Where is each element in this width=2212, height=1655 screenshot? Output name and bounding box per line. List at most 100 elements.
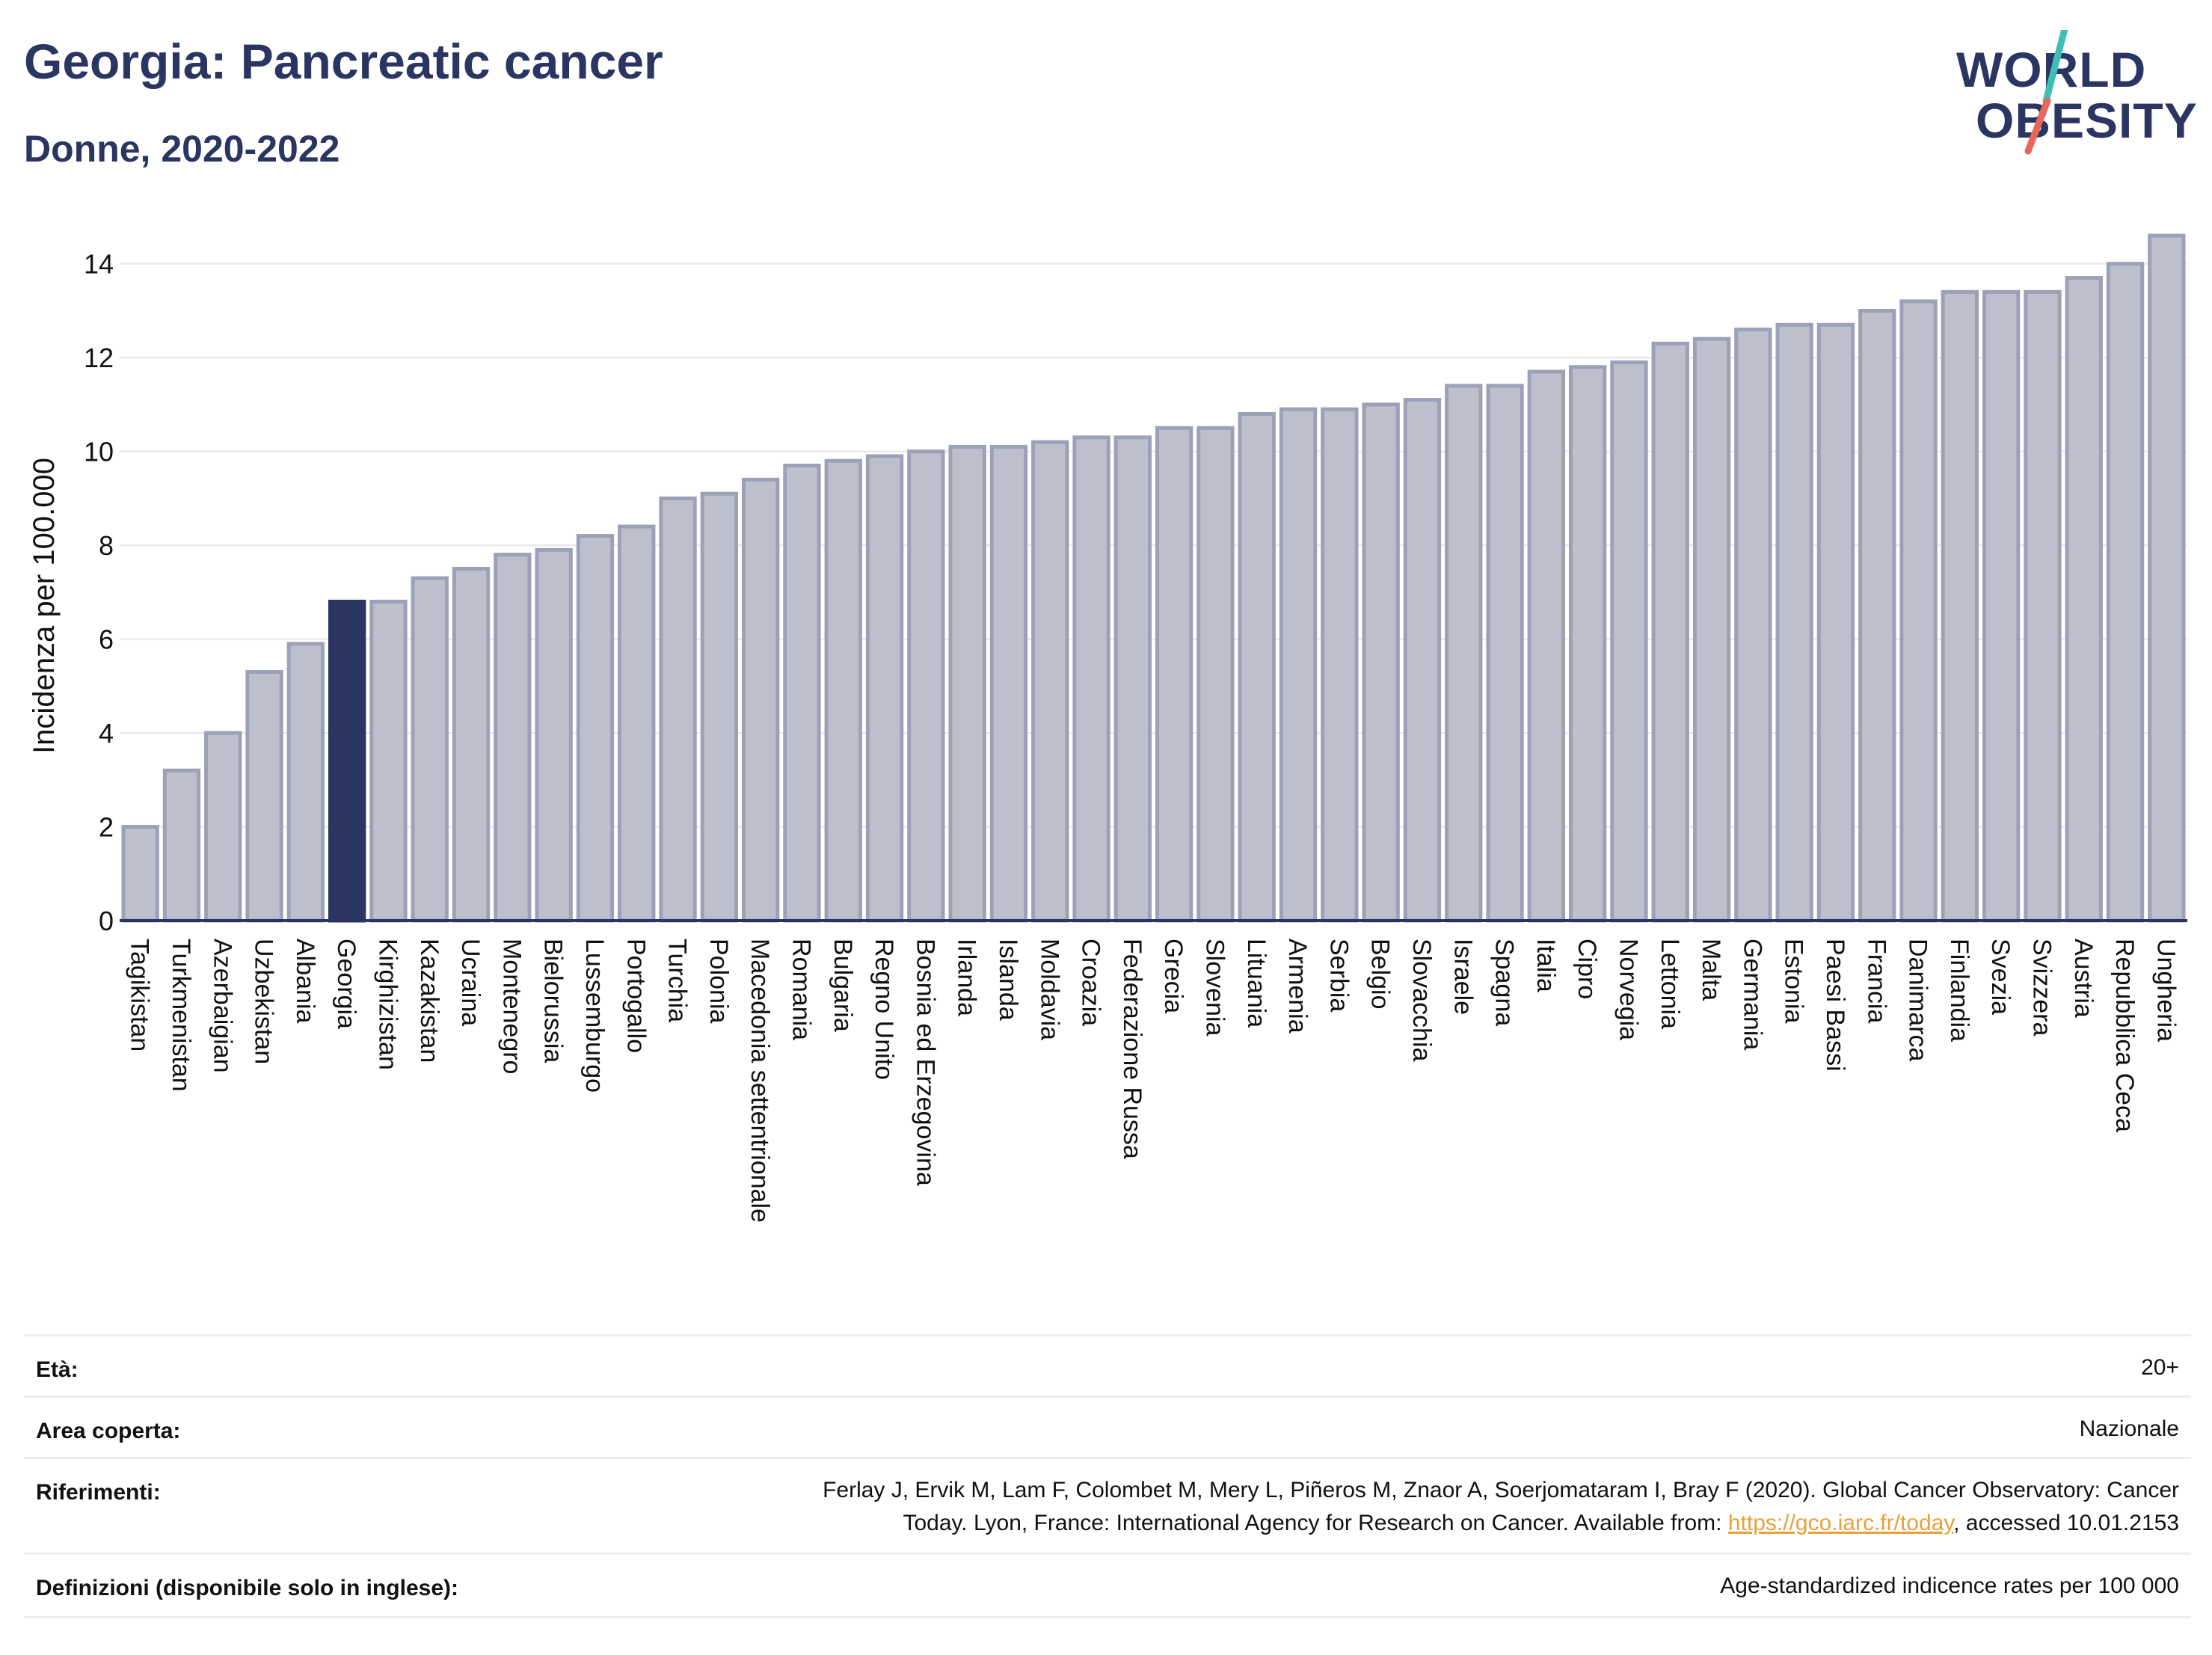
info-row-coverage: Area coperta: Nazionale <box>24 1395 2191 1458</box>
x-tick-label: Ungheria <box>2151 939 2180 1042</box>
bar[interactable] <box>369 599 408 923</box>
bar[interactable] <box>1651 341 1689 923</box>
bar[interactable] <box>1321 407 1359 923</box>
references-link[interactable]: https://gco.iarc.fr/today <box>1727 1511 1954 1535</box>
x-tick-label: Norvegia <box>1614 939 1642 1040</box>
bar[interactable] <box>411 576 449 923</box>
world-obesity-logo: WORLD OBESITY <box>1944 30 2199 165</box>
age-label: Età: <box>36 1357 79 1382</box>
bar[interactable] <box>783 463 821 923</box>
bar[interactable] <box>1486 384 1524 923</box>
coverage-value: Nazionale <box>2079 1416 2179 1441</box>
bar[interactable] <box>1196 426 1235 923</box>
bar[interactable] <box>162 768 201 923</box>
x-tick-label: Uzbekistan <box>250 939 278 1064</box>
bar[interactable] <box>1816 322 1855 923</box>
x-tick-label: Malta <box>1697 939 1725 1001</box>
bar[interactable] <box>1982 289 2021 923</box>
bar[interactable] <box>2106 262 2145 923</box>
bar[interactable] <box>576 534 615 923</box>
references-text: Today. Lyon, France: International Agenc… <box>903 1511 1728 1535</box>
bar[interactable] <box>865 454 904 923</box>
bar[interactable] <box>2024 289 2062 923</box>
x-tick-label: Federazione Russa <box>1118 939 1146 1159</box>
y-tick-label: 12 <box>84 343 114 373</box>
bar[interactable] <box>494 553 532 923</box>
bar[interactable] <box>1610 360 1648 923</box>
x-tick-label: Tagikistan <box>126 939 154 1051</box>
bar[interactable] <box>1155 426 1193 923</box>
bar[interactable] <box>452 567 491 923</box>
bar[interactable] <box>659 496 697 923</box>
x-tick-label: Polonia <box>704 939 733 1024</box>
definitions-value: Age-standardized indicence rates per 100… <box>1720 1573 2179 1598</box>
x-tick-label: Lussemburgo <box>580 939 609 1093</box>
bar[interactable] <box>1858 308 1896 923</box>
x-tick-label: Bielorussia <box>539 939 568 1063</box>
x-tick-label: Paesi Bassi <box>1821 939 1849 1072</box>
bar[interactable] <box>824 458 862 923</box>
x-tick-label: Svizzera <box>2027 939 2056 1036</box>
page-title: Georgia: Pancreatic cancer <box>24 34 663 89</box>
bar[interactable] <box>989 444 1028 923</box>
bar[interactable] <box>204 731 242 923</box>
x-tick-label: Regno Unito <box>870 939 898 1080</box>
x-tick-label: Israele <box>1448 939 1477 1015</box>
x-tick-label: Armenia <box>1283 939 1312 1034</box>
bar[interactable] <box>1941 289 1979 923</box>
bar[interactable] <box>1072 435 1110 923</box>
bar[interactable] <box>286 642 325 923</box>
bar[interactable] <box>741 477 780 923</box>
bar[interactable] <box>1527 369 1566 923</box>
y-tick-label: 10 <box>84 437 114 467</box>
bar[interactable] <box>1403 398 1442 923</box>
bar[interactable] <box>1362 402 1400 923</box>
bar[interactable] <box>1238 411 1276 923</box>
bar[interactable] <box>1692 337 1731 923</box>
bar[interactable] <box>1568 365 1607 923</box>
x-tick-label: Spagna <box>1490 939 1519 1026</box>
x-tick-label: Bulgaria <box>829 939 857 1032</box>
bar[interactable] <box>1279 407 1318 923</box>
y-tick-label: 2 <box>99 812 114 843</box>
x-tick-label: Serbia <box>1324 939 1353 1012</box>
y-tick-label: 6 <box>99 624 114 655</box>
coverage-label: Area coperta: <box>36 1419 181 1443</box>
bar[interactable] <box>1775 322 1813 923</box>
page-subtitle: Donne, 2020-2022 <box>24 128 340 170</box>
x-tick-label: Romania <box>787 939 815 1040</box>
bar[interactable] <box>700 491 739 923</box>
y-axis-label: Incidenza per 100.000 <box>28 458 61 754</box>
x-tick-label: Svezia <box>1986 939 2015 1015</box>
x-tick-label: Germania <box>1738 939 1766 1050</box>
x-tick-label: Repubblica Ceca <box>2110 939 2139 1132</box>
bar[interactable] <box>1899 299 1938 923</box>
bar[interactable] <box>618 524 656 923</box>
bar[interactable] <box>948 444 986 923</box>
x-tick-label: Montenegro <box>497 939 526 1074</box>
x-tick-label: Georgia <box>332 939 360 1029</box>
bar[interactable] <box>1734 328 1772 923</box>
bar[interactable] <box>1031 440 1069 923</box>
references-accessed: , accessed 10.01.2153 <box>1953 1511 2179 1535</box>
bar[interactable] <box>907 449 945 923</box>
bar-chart: 0 2 4 6 8 10 12 14 Tagikistan Turkmenistan Azerbai… <box>28 233 2187 1223</box>
bar[interactable] <box>2065 276 2103 923</box>
references-value: Ferlay J, Ervik M, Lam F, Colombet M, Me… <box>823 1474 2179 1540</box>
definitions-label: Definizioni (disponibile solo in inglese… <box>36 1576 459 1600</box>
x-tick-label: Turkmenistan <box>167 939 195 1092</box>
bar[interactable] <box>1113 435 1152 923</box>
bar[interactable] <box>328 599 366 923</box>
bar[interactable] <box>2148 233 2186 923</box>
x-tick-label: Croazia <box>1077 939 1105 1026</box>
x-tick-label: Macedonia settentrionale <box>746 939 774 1223</box>
x-tick-label: Moldavia <box>1035 939 1063 1040</box>
bar[interactable] <box>245 670 283 923</box>
bar[interactable] <box>121 825 159 923</box>
bar[interactable] <box>1445 384 1483 923</box>
x-tick-label: Italia <box>1531 939 1560 992</box>
bar[interactable] <box>535 547 573 923</box>
x-tick-label: Turchia <box>663 939 692 1022</box>
x-tick-label: Belgio <box>1366 939 1395 1010</box>
x-tick-label: Austria <box>2069 939 2098 1018</box>
